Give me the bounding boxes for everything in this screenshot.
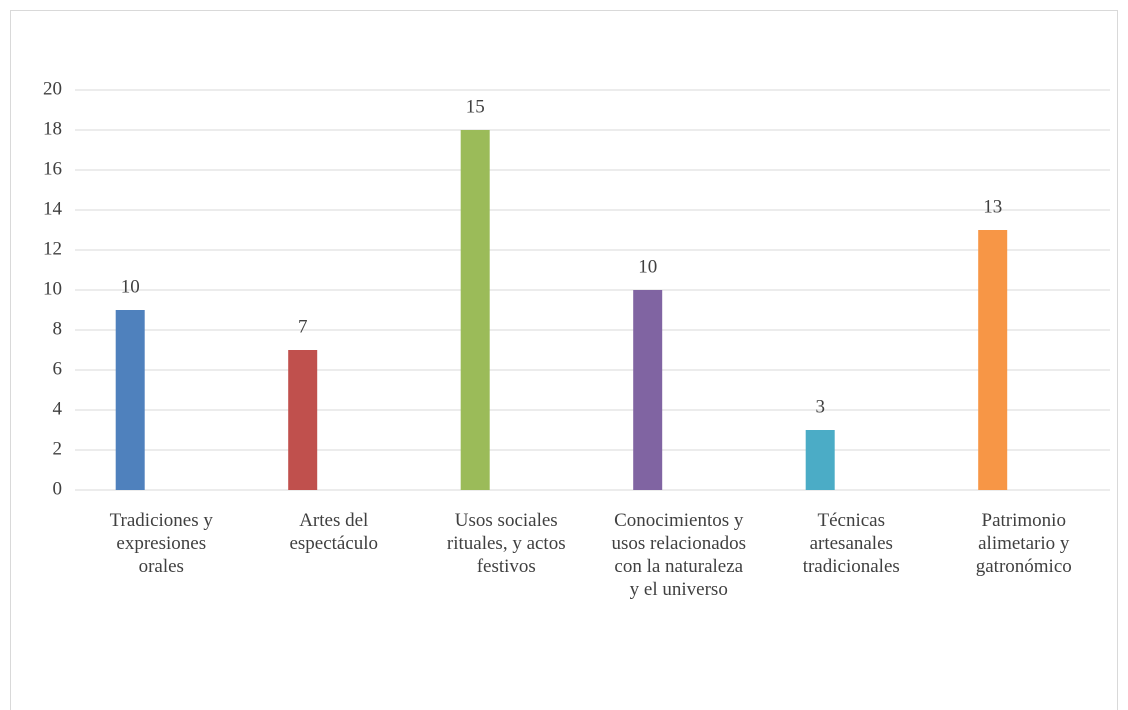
x-tick-label: Técnicas artesanales tradicionales — [802, 510, 900, 577]
y-tick-label: 12 — [43, 238, 62, 259]
data-label: 10 — [638, 256, 657, 277]
data-label: 13 — [983, 196, 1002, 217]
x-tick-label: Patrimonio alimetario y gatronómico — [975, 510, 1072, 577]
y-tick-label: 14 — [43, 198, 63, 219]
data-label: 10 — [121, 276, 140, 297]
bar — [288, 350, 318, 490]
bar — [978, 230, 1008, 490]
bar — [115, 310, 145, 490]
data-label: 7 — [298, 316, 308, 337]
y-tick-label: 4 — [53, 398, 63, 419]
data-label: 3 — [815, 396, 825, 417]
y-tick-label: 20 — [43, 78, 62, 99]
bar — [633, 290, 663, 490]
y-tick-label: 18 — [43, 118, 62, 139]
x-tick-label: Artes del espectáculo — [289, 510, 379, 554]
y-tick-label: 10 — [43, 278, 62, 299]
x-tick-label: Usos sociales rituales, y actos festivos — [446, 510, 566, 577]
x-tick-label: Tradiciones y expresiones orales — [109, 510, 213, 577]
y-tick-label: 16 — [43, 158, 62, 179]
x-tick-label: Conocimientos y usos relacionados con la… — [611, 510, 747, 600]
data-label: 15 — [466, 96, 485, 117]
y-tick-label: 2 — [53, 438, 63, 459]
y-tick-label: 0 — [53, 478, 63, 499]
chart-border — [10, 10, 1118, 710]
y-tick-label: 6 — [53, 358, 63, 379]
bar — [460, 130, 490, 490]
y-tick-label: 8 — [53, 318, 63, 339]
bar — [805, 430, 835, 490]
